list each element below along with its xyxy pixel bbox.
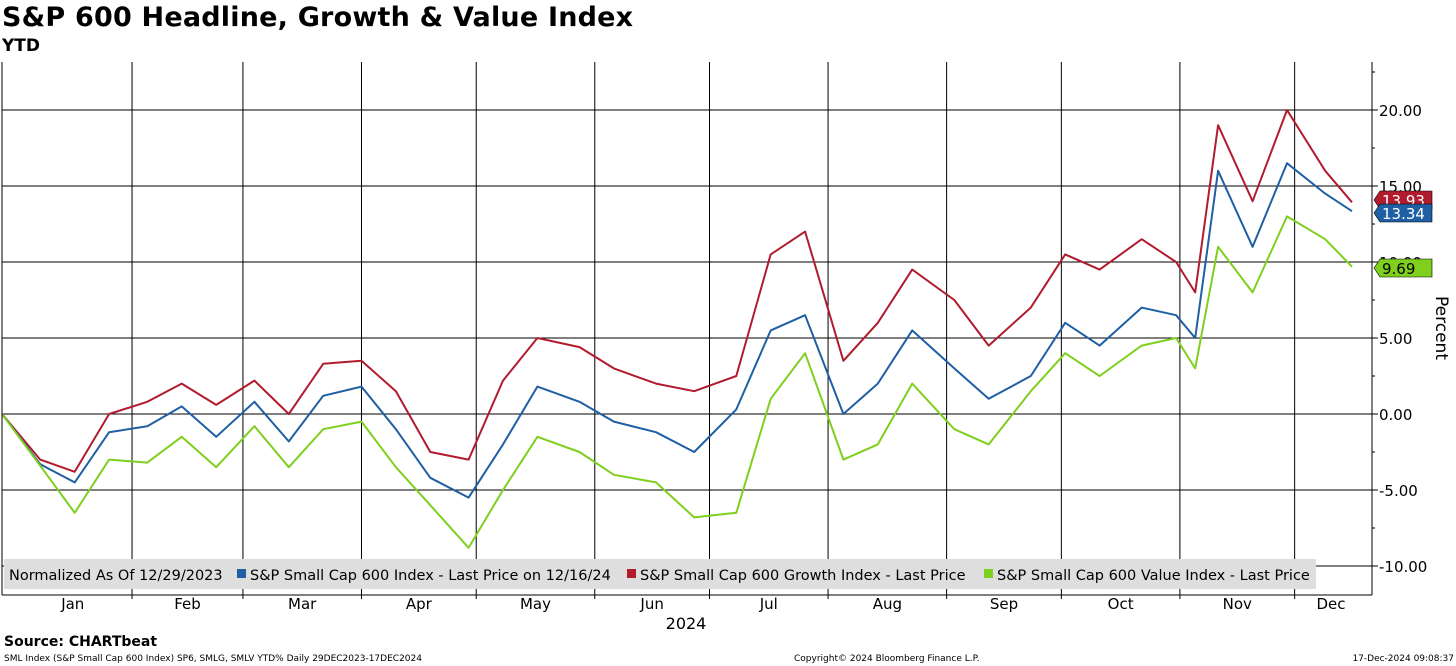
last-value-tag <box>1373 203 1433 223</box>
axes: 20.0015.0010.005.000.00-5.00-10.00JanFeb… <box>1 62 1451 633</box>
last-value-tag <box>1373 258 1433 278</box>
legend-background <box>4 559 1316 589</box>
x-tick-label: Sep <box>990 595 1018 613</box>
footer-copyright: Copyright© 2024 Bloomberg Finance L.P. <box>794 654 980 664</box>
x-tick-label: Jul <box>759 595 778 613</box>
legend-swatch <box>237 569 246 578</box>
legend-note: Normalized As Of 12/29/2023 <box>9 568 223 584</box>
x-tick-label: Jun <box>639 595 663 613</box>
series-line <box>1 109 1353 473</box>
series-line <box>1 162 1353 499</box>
legend-swatch <box>984 569 993 578</box>
chart-subtitle: YTD <box>2 36 41 56</box>
legend: Normalized As Of 12/29/2023 S&P Small Cap… <box>4 559 1316 589</box>
x-tick-label: Apr <box>406 595 433 613</box>
x-tick-label: Nov <box>1223 595 1252 613</box>
footer-timestamp: 17-Dec-2024 09:08:37 <box>1352 654 1454 664</box>
legend-label: S&P Small Cap 600 Growth Index - Last Pr… <box>640 568 966 584</box>
gridlines <box>2 62 1372 599</box>
y-tick-label: 20.00 <box>1379 102 1422 120</box>
last-value-label: 9.69 <box>1382 260 1415 278</box>
x-tick-label: Dec <box>1316 595 1345 613</box>
y-tick-label: 0.00 <box>1379 406 1412 424</box>
source-note: Source: CHARTbeat <box>4 634 158 650</box>
series-line <box>1 215 1353 549</box>
y-tick-label: -5.00 <box>1379 482 1418 500</box>
legend-swatch <box>627 569 636 578</box>
x-tick-label: May <box>520 595 551 613</box>
y-tick-label: -10.00 <box>1379 558 1427 576</box>
x-tick-label: Aug <box>873 595 902 613</box>
x-tick-label: Mar <box>288 595 317 613</box>
chart-title: S&P 600 Headline, Growth & Value Index <box>2 2 634 33</box>
y-tick-label: 5.00 <box>1379 330 1412 348</box>
last-value-label: 13.34 <box>1382 205 1425 223</box>
y-axis-title: Percent <box>1431 296 1451 360</box>
x-tick-label: Feb <box>174 595 201 613</box>
x-axis-title: 2024 <box>666 614 707 633</box>
legend-label: S&P Small Cap 600 Index - Last Price on … <box>250 568 611 584</box>
legend-label: S&P Small Cap 600 Value Index - Last Pri… <box>997 568 1310 584</box>
x-tick-label: Jan <box>60 595 84 613</box>
series-lines <box>1 109 1353 549</box>
x-tick-label: Oct <box>1108 595 1134 613</box>
footer-index-note: SML Index (S&P Small Cap 600 Index) SP6,… <box>4 654 422 664</box>
